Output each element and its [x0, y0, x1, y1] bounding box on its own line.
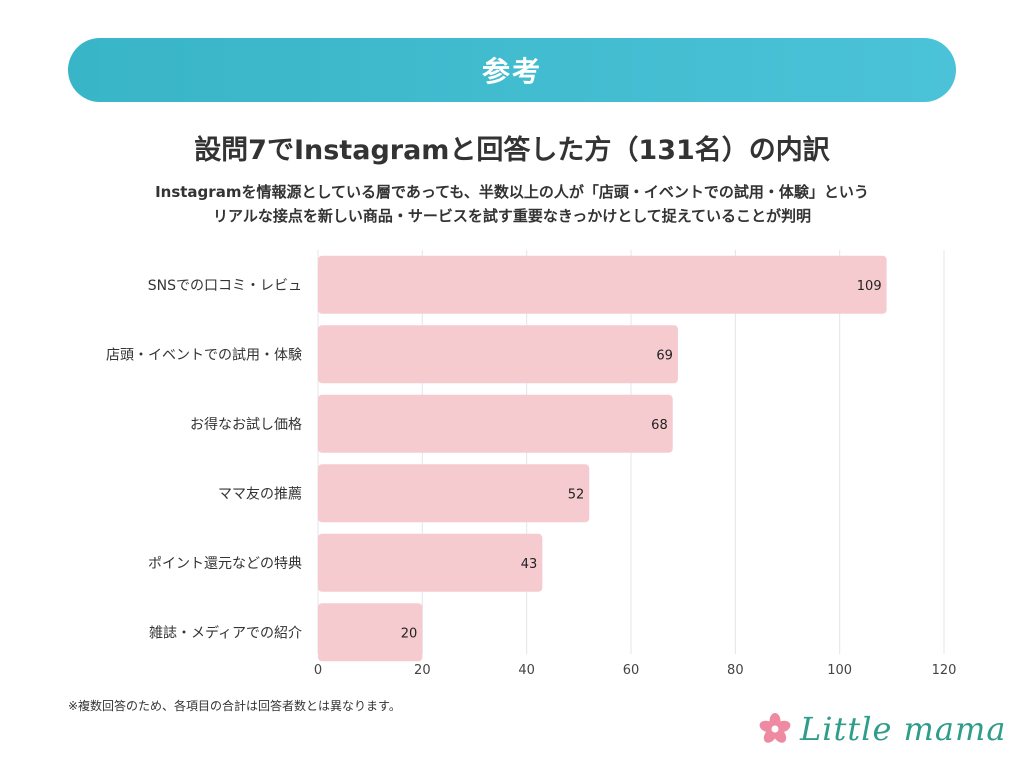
subtitle-line-2: リアルな接点を新しい商品・サービスを試す重要なきっかけとして捉えていることが判明 — [212, 207, 812, 225]
category-label: SNSでの口コミ・レビュ — [148, 278, 302, 294]
bar-chart: SNSでの口コミ・レビュ 109 店頭・イベントでの試用・体験 69 お得なお試し価格 6… — [106, 250, 957, 678]
chart-title: 設問7でInstagramと回答した方（131名）の内訳 — [194, 135, 830, 166]
bar — [318, 255, 887, 314]
footnote: ※複数回答のため、各項目の合計は回答者数とは異なります。 — [68, 699, 401, 713]
category-label: ポイント還元などの特典 — [148, 556, 302, 572]
bar — [318, 394, 673, 453]
data-label: 20 — [401, 626, 418, 641]
subtitle-line-1: Instagramを情報源としている層であっても、半数以上の人が「店頭・イベント… — [155, 183, 869, 201]
category-label: ママ友の推薦 — [218, 486, 302, 502]
flower-icon — [759, 713, 791, 743]
tick-label: 40 — [518, 663, 535, 678]
header-banner: 参考 — [68, 38, 956, 102]
bar — [318, 464, 590, 523]
tick-label: 80 — [727, 663, 744, 678]
category-label: お得なお試し価格 — [190, 416, 302, 433]
chart-subtitle: Instagramを情報源としている層であっても、半数以上の人が「店頭・イベント… — [0, 180, 1024, 228]
logo: Little mama — [758, 704, 1018, 754]
flower-petal — [759, 720, 776, 733]
tick-label: 120 — [932, 663, 957, 678]
data-label: 109 — [857, 279, 882, 294]
category-label: 雑誌・メディアでの紹介 — [149, 624, 302, 641]
logo-text: Little mama — [800, 710, 1007, 748]
data-label: 43 — [521, 557, 538, 572]
data-label: 69 — [656, 348, 673, 363]
bar — [318, 325, 678, 384]
category-label: 店頭・イベントでの試用・体験 — [106, 347, 302, 363]
banner-label: 参考 — [481, 55, 542, 88]
bar — [318, 603, 423, 662]
tick-label: 100 — [827, 663, 852, 678]
tick-label: 0 — [314, 663, 322, 678]
data-label: 68 — [651, 418, 668, 433]
tick-label: 60 — [623, 663, 640, 678]
data-label: 52 — [568, 487, 585, 502]
bar — [318, 533, 543, 592]
tick-label: 20 — [414, 663, 431, 678]
